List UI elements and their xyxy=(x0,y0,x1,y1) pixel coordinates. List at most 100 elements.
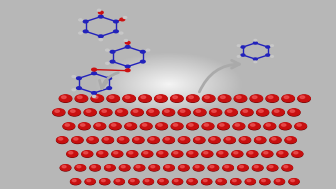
Circle shape xyxy=(237,45,240,46)
Circle shape xyxy=(270,137,281,143)
Circle shape xyxy=(120,18,125,21)
Circle shape xyxy=(234,95,247,102)
Circle shape xyxy=(85,179,95,184)
Circle shape xyxy=(232,151,243,157)
Circle shape xyxy=(158,179,168,184)
Circle shape xyxy=(84,109,96,116)
Circle shape xyxy=(226,138,230,140)
Circle shape xyxy=(150,138,154,140)
Circle shape xyxy=(254,166,258,168)
Circle shape xyxy=(187,123,198,129)
Circle shape xyxy=(253,42,257,44)
Circle shape xyxy=(165,110,169,112)
Circle shape xyxy=(123,17,127,19)
Circle shape xyxy=(282,95,294,102)
Circle shape xyxy=(238,165,248,170)
Circle shape xyxy=(178,109,190,116)
Circle shape xyxy=(75,95,88,102)
Circle shape xyxy=(118,137,129,143)
Circle shape xyxy=(102,110,107,112)
Circle shape xyxy=(97,9,101,11)
Circle shape xyxy=(163,137,174,143)
Circle shape xyxy=(56,137,68,143)
Circle shape xyxy=(233,180,236,182)
Circle shape xyxy=(71,110,75,112)
Circle shape xyxy=(99,39,102,41)
Circle shape xyxy=(75,165,85,170)
Circle shape xyxy=(194,137,205,143)
Circle shape xyxy=(113,89,116,91)
Circle shape xyxy=(189,180,193,182)
Circle shape xyxy=(210,109,221,115)
Circle shape xyxy=(186,95,199,102)
Circle shape xyxy=(104,138,109,140)
Circle shape xyxy=(284,96,289,98)
Circle shape xyxy=(116,180,120,182)
Circle shape xyxy=(225,109,237,116)
Circle shape xyxy=(260,179,270,185)
Circle shape xyxy=(121,166,125,168)
Circle shape xyxy=(266,95,279,102)
Circle shape xyxy=(180,138,184,140)
Circle shape xyxy=(155,95,167,102)
Circle shape xyxy=(85,179,95,185)
Circle shape xyxy=(106,62,109,64)
Circle shape xyxy=(98,35,103,38)
Circle shape xyxy=(209,137,220,143)
Circle shape xyxy=(240,137,250,143)
Circle shape xyxy=(91,95,103,102)
Circle shape xyxy=(114,30,118,33)
Circle shape xyxy=(257,138,261,140)
Circle shape xyxy=(123,95,135,102)
Circle shape xyxy=(107,166,111,168)
Circle shape xyxy=(100,179,110,184)
Circle shape xyxy=(77,96,82,98)
Circle shape xyxy=(233,123,245,129)
Circle shape xyxy=(241,54,245,56)
Circle shape xyxy=(232,151,243,157)
Circle shape xyxy=(173,96,177,98)
Circle shape xyxy=(53,109,65,116)
Circle shape xyxy=(238,165,248,171)
Circle shape xyxy=(93,96,98,98)
Circle shape xyxy=(220,124,224,126)
Circle shape xyxy=(118,137,129,143)
Circle shape xyxy=(254,40,257,41)
Circle shape xyxy=(267,165,278,170)
Circle shape xyxy=(120,138,124,140)
Circle shape xyxy=(218,95,230,102)
Circle shape xyxy=(225,109,237,115)
Circle shape xyxy=(235,95,247,102)
Circle shape xyxy=(112,151,123,157)
Circle shape xyxy=(269,166,273,168)
Circle shape xyxy=(178,109,190,115)
Circle shape xyxy=(171,95,183,102)
Circle shape xyxy=(134,165,145,171)
Circle shape xyxy=(241,109,253,115)
Circle shape xyxy=(148,137,159,143)
Circle shape xyxy=(92,166,96,168)
Circle shape xyxy=(87,180,91,182)
Circle shape xyxy=(247,180,251,182)
Circle shape xyxy=(257,109,268,116)
Circle shape xyxy=(79,123,90,130)
Circle shape xyxy=(65,124,70,126)
Circle shape xyxy=(165,138,169,140)
Circle shape xyxy=(146,49,150,51)
Circle shape xyxy=(218,95,231,102)
Circle shape xyxy=(187,95,199,102)
Circle shape xyxy=(79,123,90,129)
Circle shape xyxy=(96,124,100,126)
Circle shape xyxy=(127,151,138,157)
Circle shape xyxy=(237,96,241,98)
Circle shape xyxy=(142,151,153,157)
Circle shape xyxy=(102,137,113,143)
Circle shape xyxy=(289,179,299,185)
Circle shape xyxy=(140,123,152,129)
Circle shape xyxy=(151,166,155,168)
Circle shape xyxy=(276,180,280,182)
Circle shape xyxy=(102,137,114,143)
Circle shape xyxy=(217,151,228,157)
Circle shape xyxy=(282,95,294,102)
Circle shape xyxy=(172,179,182,185)
